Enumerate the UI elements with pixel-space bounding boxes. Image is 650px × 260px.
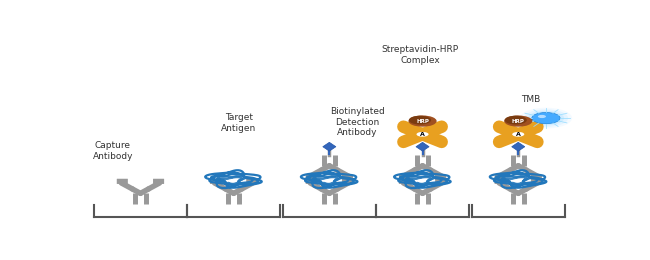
Text: HRP: HRP <box>416 119 429 123</box>
Text: HRP: HRP <box>512 119 525 123</box>
Text: Streptavidin-HRP
Complex: Streptavidin-HRP Complex <box>382 45 459 65</box>
Circle shape <box>520 108 572 128</box>
FancyBboxPatch shape <box>306 175 317 180</box>
FancyBboxPatch shape <box>495 175 506 180</box>
Text: Capture
Antibody: Capture Antibody <box>92 141 133 161</box>
Polygon shape <box>323 142 336 151</box>
Text: A: A <box>420 132 425 137</box>
FancyBboxPatch shape <box>399 175 410 180</box>
Circle shape <box>504 115 532 127</box>
Polygon shape <box>512 142 525 151</box>
FancyBboxPatch shape <box>495 179 506 184</box>
Circle shape <box>528 111 564 125</box>
FancyBboxPatch shape <box>342 179 353 184</box>
Circle shape <box>532 113 560 124</box>
Text: TMB: TMB <box>521 95 540 105</box>
Circle shape <box>512 132 525 137</box>
FancyBboxPatch shape <box>531 175 542 180</box>
FancyBboxPatch shape <box>246 179 257 184</box>
FancyBboxPatch shape <box>435 179 446 184</box>
FancyBboxPatch shape <box>531 179 542 184</box>
FancyBboxPatch shape <box>210 179 221 184</box>
FancyBboxPatch shape <box>117 179 128 184</box>
Text: Target
Antigen: Target Antigen <box>221 113 256 133</box>
Circle shape <box>504 116 526 125</box>
Circle shape <box>417 132 428 137</box>
Polygon shape <box>416 142 429 151</box>
FancyBboxPatch shape <box>399 179 410 184</box>
Text: A: A <box>516 132 521 137</box>
FancyBboxPatch shape <box>435 175 446 180</box>
FancyBboxPatch shape <box>342 175 353 180</box>
FancyBboxPatch shape <box>306 179 317 184</box>
Circle shape <box>524 109 568 127</box>
Text: Biotinylated
Detection
Antibody: Biotinylated Detection Antibody <box>330 107 384 137</box>
Circle shape <box>409 116 431 125</box>
Circle shape <box>408 115 437 127</box>
Circle shape <box>538 115 546 118</box>
FancyBboxPatch shape <box>153 179 164 184</box>
